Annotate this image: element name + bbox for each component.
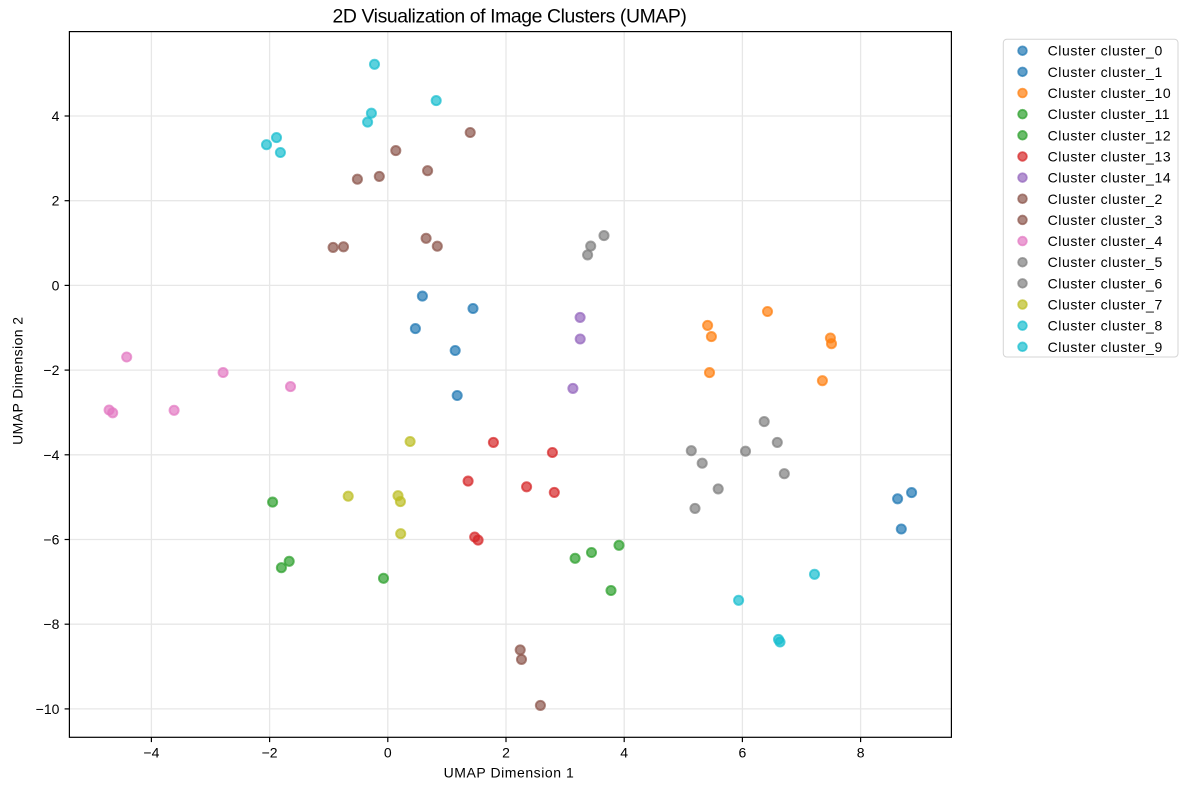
svg-text:Cluster cluster_8: Cluster cluster_8 — [1048, 318, 1163, 334]
svg-text:6: 6 — [739, 745, 747, 761]
svg-text:2: 2 — [52, 193, 60, 209]
svg-text:−8: −8 — [43, 616, 59, 632]
svg-text:Cluster cluster_12: Cluster cluster_12 — [1048, 127, 1172, 143]
svg-text:−2: −2 — [43, 362, 59, 378]
svg-text:−2: −2 — [262, 745, 278, 761]
svg-text:Cluster cluster_13: Cluster cluster_13 — [1048, 148, 1172, 164]
svg-text:Cluster cluster_11: Cluster cluster_11 — [1048, 106, 1171, 122]
svg-text:Cluster cluster_6: Cluster cluster_6 — [1048, 275, 1163, 291]
svg-text:0: 0 — [52, 277, 60, 293]
svg-text:Cluster cluster_9: Cluster cluster_9 — [1048, 339, 1163, 355]
svg-text:UMAP Dimension 1: UMAP Dimension 1 — [444, 764, 575, 780]
svg-text:Cluster cluster_2: Cluster cluster_2 — [1048, 191, 1163, 207]
svg-text:Cluster cluster_3: Cluster cluster_3 — [1048, 212, 1163, 228]
svg-text:2: 2 — [502, 745, 510, 761]
svg-text:Cluster cluster_7: Cluster cluster_7 — [1048, 297, 1163, 313]
svg-text:Cluster cluster_4: Cluster cluster_4 — [1048, 233, 1163, 249]
svg-text:UMAP Dimension 2: UMAP Dimension 2 — [10, 317, 26, 445]
svg-text:8: 8 — [857, 745, 865, 761]
svg-text:2D Visualization of Image Clus: 2D Visualization of Image Clusters (UMAP… — [333, 6, 687, 28]
svg-text:Cluster cluster_1: Cluster cluster_1 — [1048, 64, 1163, 80]
svg-text:Cluster cluster_0: Cluster cluster_0 — [1048, 43, 1163, 59]
svg-text:Cluster cluster_10: Cluster cluster_10 — [1048, 85, 1172, 101]
svg-text:Cluster cluster_5: Cluster cluster_5 — [1048, 254, 1163, 270]
svg-text:Cluster cluster_14: Cluster cluster_14 — [1048, 170, 1172, 186]
svg-text:−10: −10 — [36, 701, 60, 717]
svg-text:−6: −6 — [43, 532, 59, 548]
svg-text:4: 4 — [620, 745, 628, 761]
svg-text:−4: −4 — [143, 745, 159, 761]
svg-text:0: 0 — [384, 745, 392, 761]
svg-text:−4: −4 — [43, 447, 59, 463]
svg-text:4: 4 — [52, 108, 60, 124]
